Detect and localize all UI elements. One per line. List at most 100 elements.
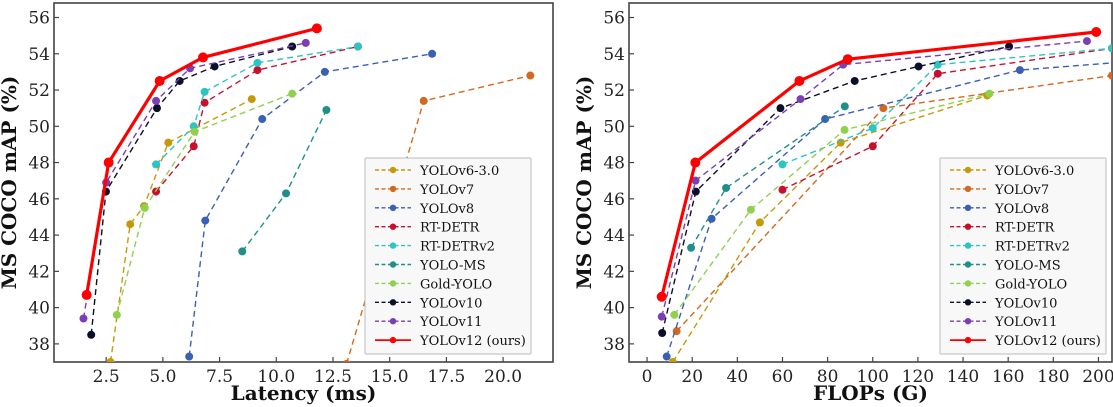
legend-label: YOLO-MS bbox=[994, 259, 1061, 274]
legend-label: RT-DETRv2 bbox=[995, 240, 1070, 255]
x-axis-title: FLOPs (G) bbox=[813, 381, 928, 405]
y-tick-label: 56 bbox=[603, 9, 625, 29]
data-point bbox=[210, 62, 219, 71]
data-point bbox=[200, 87, 209, 96]
legend-swatch-marker bbox=[964, 261, 972, 268]
y-tick-label: 40 bbox=[603, 299, 625, 319]
legend-label: YOLO-MS bbox=[419, 259, 486, 274]
data-point bbox=[112, 310, 121, 319]
legend-label: YOLOv6-3.0 bbox=[994, 164, 1074, 179]
legend-label: YOLOv7 bbox=[994, 183, 1049, 198]
data-point bbox=[985, 89, 994, 98]
data-point bbox=[258, 115, 267, 124]
legend: YOLOv6-3.0 YOLOv7 YOLOv8 RT-DETR RT-DETRv2 YO… bbox=[364, 157, 532, 355]
legend-swatch-marker bbox=[389, 280, 397, 287]
x-tick-label: 10.0 bbox=[257, 367, 295, 387]
x-tick-label: 17.5 bbox=[427, 367, 465, 387]
y-tick-label: 38 bbox=[603, 335, 625, 355]
series-line-gold-yolo bbox=[116, 93, 293, 316]
data-point bbox=[1108, 71, 1112, 80]
data-point bbox=[914, 62, 923, 71]
x-tick-label: 80 bbox=[817, 367, 839, 387]
data-point bbox=[152, 104, 161, 113]
y-tick-label: 46 bbox=[603, 190, 625, 210]
series-line-rt-detr bbox=[782, 47, 1112, 191]
legend-swatch-marker bbox=[389, 261, 397, 268]
legend-swatch-marker bbox=[389, 166, 397, 174]
x-tick-label: 40 bbox=[727, 367, 749, 387]
data-point bbox=[1091, 27, 1102, 38]
data-point bbox=[690, 157, 701, 168]
data-point bbox=[154, 75, 165, 86]
y-tick-label: 38 bbox=[28, 335, 50, 355]
y-tick-label: 50 bbox=[28, 117, 50, 137]
data-point bbox=[175, 76, 184, 85]
legend-swatch-marker bbox=[389, 204, 397, 211]
data-point bbox=[776, 104, 785, 113]
data-point bbox=[103, 157, 114, 168]
data-point bbox=[343, 359, 351, 362]
series-line-gold-yolo bbox=[673, 92, 990, 316]
data-point bbox=[253, 66, 262, 75]
data-point bbox=[687, 243, 696, 252]
x-tick-label: 5.0 bbox=[149, 367, 176, 387]
legend-swatch-marker bbox=[389, 299, 397, 306]
x-tick-label: 20 bbox=[681, 367, 703, 387]
data-point bbox=[755, 218, 764, 227]
legend-label: YOLOv7 bbox=[419, 183, 474, 198]
data-point bbox=[933, 69, 942, 78]
x-tick-label: 120 bbox=[902, 367, 934, 387]
data-point bbox=[1082, 37, 1091, 46]
data-point bbox=[722, 183, 731, 192]
data-point bbox=[126, 220, 135, 229]
y-axis-title: MS COCO mAP (%) bbox=[0, 76, 21, 290]
data-point bbox=[419, 96, 428, 105]
y-tick-label: 50 bbox=[603, 117, 625, 137]
data-point bbox=[821, 115, 830, 124]
data-point bbox=[320, 67, 329, 76]
data-point bbox=[322, 105, 331, 114]
legend-swatch-marker bbox=[964, 204, 972, 211]
legend-label: YOLOv8 bbox=[419, 202, 474, 217]
x-tick-label: 15.0 bbox=[371, 367, 409, 387]
data-point bbox=[868, 124, 877, 133]
series-line-rt-detrv2 bbox=[155, 45, 359, 165]
y-tick-label: 56 bbox=[28, 9, 50, 29]
data-point bbox=[691, 176, 700, 185]
data-point bbox=[152, 160, 161, 169]
data-point bbox=[662, 352, 671, 361]
y-tick-label: 54 bbox=[28, 45, 50, 65]
data-point bbox=[253, 58, 262, 67]
data-point bbox=[185, 352, 194, 361]
legend-label: YOLOv10 bbox=[419, 296, 482, 311]
series-line-rt-detrv2 bbox=[782, 47, 1112, 166]
data-point bbox=[200, 98, 209, 107]
data-point bbox=[190, 127, 199, 136]
legend-swatch-marker bbox=[964, 242, 972, 249]
y-tick-label: 42 bbox=[28, 262, 50, 282]
legend-label: YOLOv8 bbox=[994, 202, 1049, 217]
data-point bbox=[657, 312, 666, 321]
data-point bbox=[247, 95, 256, 104]
data-point bbox=[850, 76, 859, 85]
x-tick-label: 180 bbox=[1037, 367, 1069, 387]
data-point bbox=[301, 38, 310, 47]
data-point bbox=[288, 89, 297, 98]
data-point bbox=[879, 104, 888, 113]
chart-panel-1: 2.5 5.0 7.5 10.0 12.5 15.0 17.5 20.0 38 40 42 44 46 4… bbox=[0, 2, 554, 405]
legend-label: YOLOv6-3.0 bbox=[419, 164, 499, 179]
legend-label: YOLOv11 bbox=[994, 315, 1057, 330]
y-tick-label: 40 bbox=[28, 299, 50, 319]
series-line-yolov6-3-0 bbox=[672, 94, 988, 362]
data-point bbox=[707, 214, 716, 223]
data-point bbox=[670, 310, 679, 319]
data-point bbox=[87, 330, 96, 339]
y-tick-label: 52 bbox=[603, 81, 625, 101]
x-tick-label: 0 bbox=[642, 367, 653, 387]
data-point bbox=[656, 291, 667, 302]
legend-swatch-marker bbox=[389, 318, 397, 325]
data-point bbox=[79, 314, 88, 323]
y-axis-title: MS COCO mAP (%) bbox=[572, 76, 596, 290]
data-point bbox=[668, 358, 677, 362]
